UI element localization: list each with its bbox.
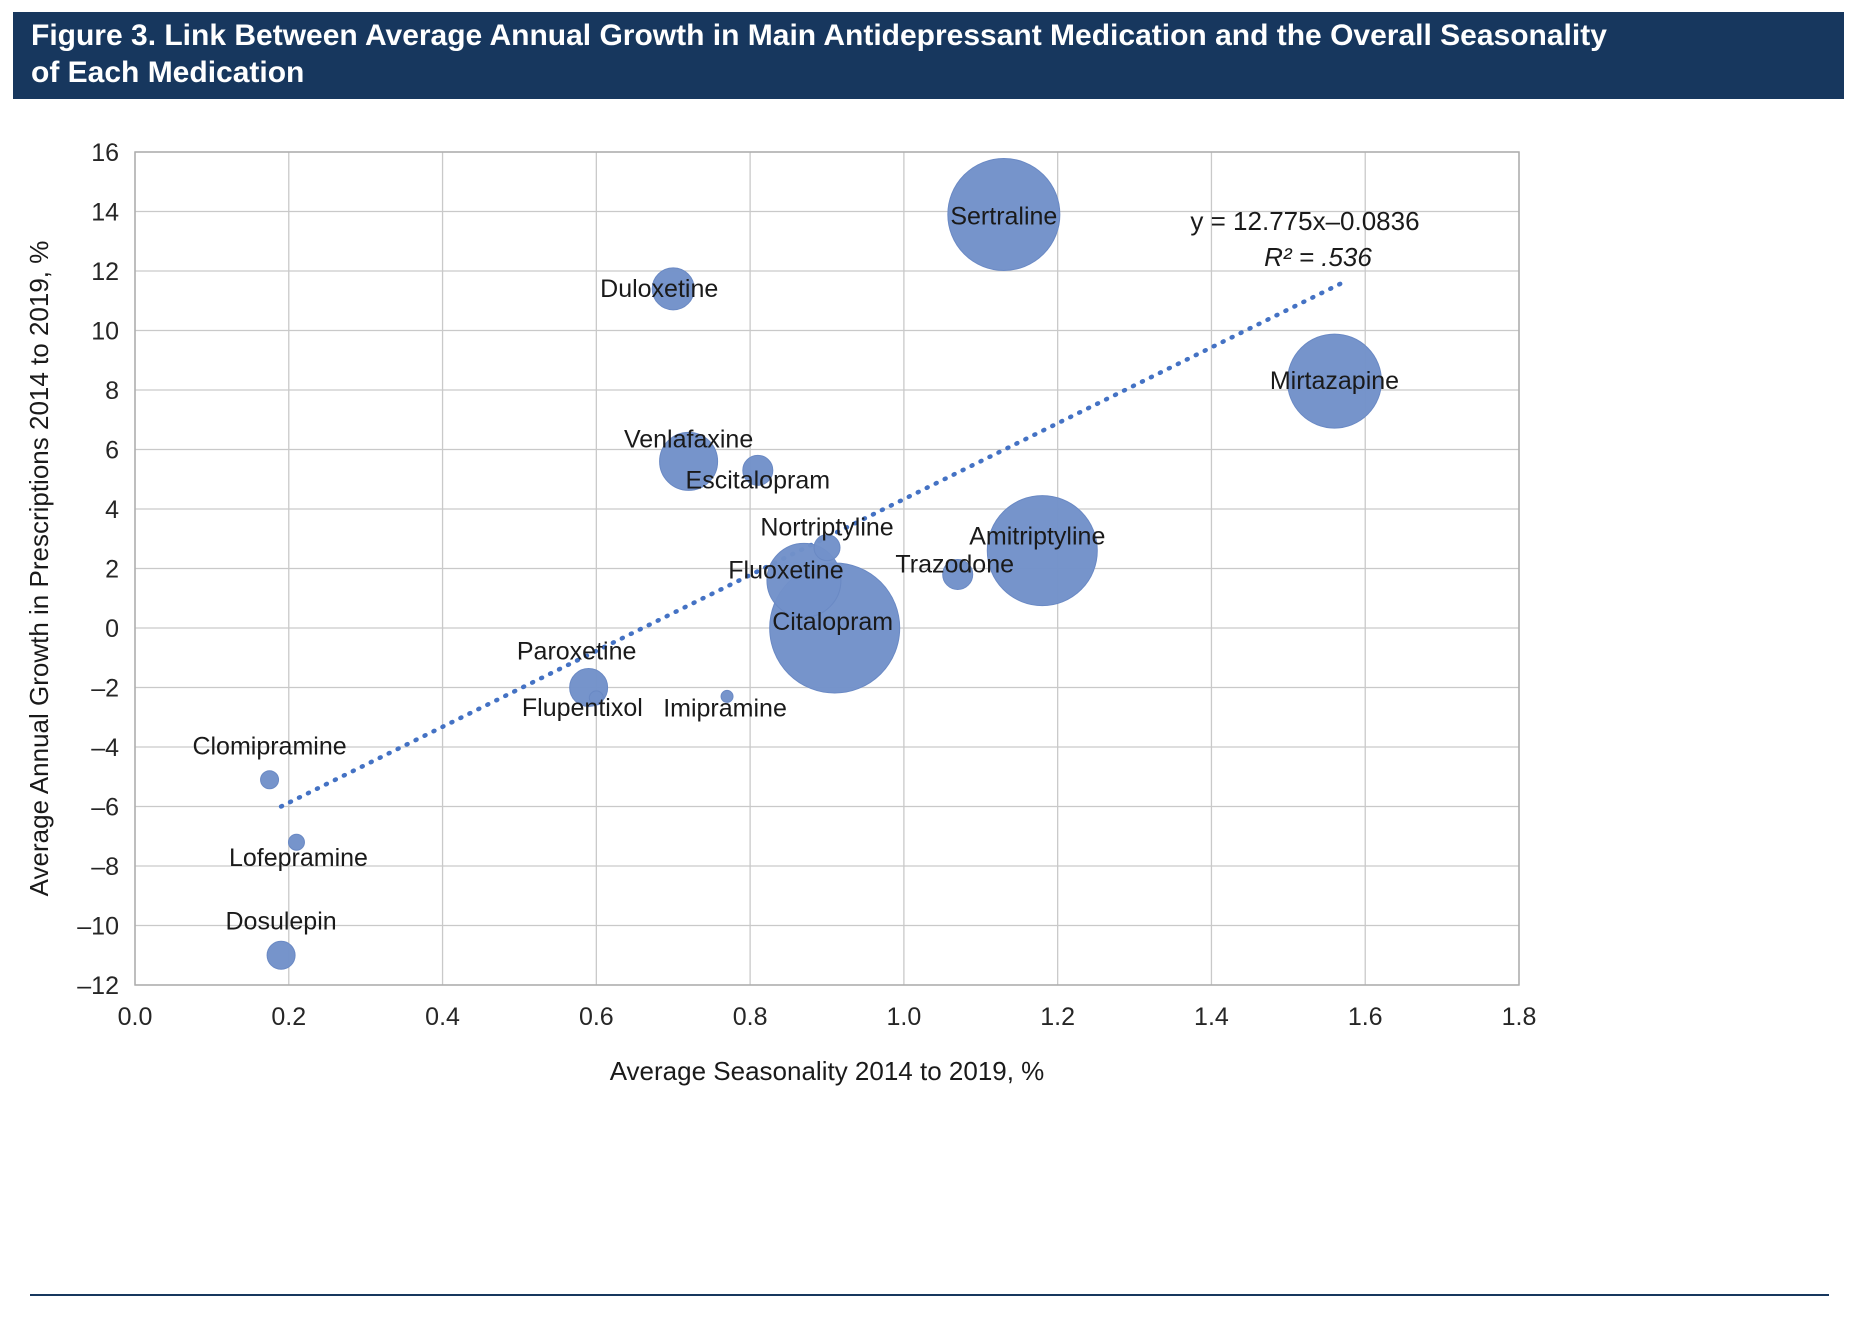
figure-title-band: Figure 3. Link Between Average Annual Gr…: [13, 12, 1844, 99]
bubble-lofepramine: [287, 833, 305, 851]
bubble-trazodone: [942, 558, 974, 590]
point-label-nortriptyline: Nortriptyline: [760, 514, 893, 542]
y-tick-label: 0: [105, 615, 119, 643]
y-tick-label: –12: [77, 972, 119, 1000]
y-tick-label: 14: [91, 199, 119, 227]
bottom-divider: [30, 1294, 1829, 1296]
trendline-r2: R² = .536: [1264, 242, 1372, 272]
bubble-amitriptyline: [986, 495, 1098, 607]
point-label-flupentixol: Flupentixol: [522, 694, 643, 722]
x-tick-label: 1.8: [1502, 1003, 1537, 1031]
y-tick-label: 10: [91, 318, 119, 346]
point-label-imipramine: Imipramine: [663, 694, 787, 722]
x-tick-label: 1.6: [1348, 1003, 1383, 1031]
point-label-mirtazapine: Mirtazapine: [1270, 367, 1399, 395]
point-label-venlafaxine: Venlafaxine: [624, 425, 753, 453]
bubble-nortriptyline: [813, 534, 841, 562]
bubble-duloxetine: [651, 267, 695, 311]
y-tick-label: 6: [105, 437, 119, 465]
bubble-escitalopram: [742, 454, 774, 486]
x-tick-label: 0.0: [118, 1003, 153, 1031]
x-tick-label: 0.2: [271, 1003, 306, 1031]
y-axis-title: Average Annual Growth in Prescriptions 2…: [24, 241, 54, 897]
x-tick-label: 0.6: [579, 1003, 614, 1031]
point-label-amitriptyline: Amitriptyline: [969, 523, 1105, 551]
y-tick-label: 2: [105, 556, 119, 584]
y-tick-label: –4: [91, 734, 119, 762]
y-tick-label: 16: [91, 139, 119, 167]
figure-title-line2: of Each Medication: [31, 56, 305, 89]
point-label-lofepramine: Lofepramine: [229, 844, 368, 872]
point-label-trazodone: Trazodone: [895, 550, 1014, 578]
y-tick-label: –8: [91, 853, 119, 881]
x-tick-label: 0.8: [733, 1003, 768, 1031]
plot-border: [134, 151, 1520, 986]
point-label-fluoxetine: Fluoxetine: [728, 556, 843, 584]
axis-ticks: 0.0 0.2 0.4 0.6 0.8 1.0 1.2 1.4 1.6 1.8 16 14 12 10 8 6…: [77, 139, 1536, 1031]
bubbles: [260, 157, 1382, 970]
bubble-flupentixol: [588, 690, 604, 706]
y-tick-label: –6: [91, 794, 119, 822]
bubble-fluoxetine: [766, 542, 842, 618]
x-tick-label: 1.2: [1040, 1003, 1075, 1031]
y-tick-label: 4: [105, 496, 119, 524]
point-label-duloxetine: Duloxetine: [600, 275, 718, 303]
point-label-sertraline: Sertraline: [950, 202, 1057, 230]
x-axis-title: Average Seasonality 2014 to 2019, %: [610, 1056, 1045, 1086]
y-tick-label: 8: [105, 377, 119, 405]
point-label-paroxetine: Paroxetine: [517, 638, 637, 666]
y-tick-label: –2: [91, 675, 119, 703]
bubble-clomipramine: [260, 770, 280, 790]
trendline-equation: y = 12.775x–0.0836: [1190, 206, 1419, 236]
bubble-venlafaxine: [659, 431, 719, 491]
x-tick-label: 1.0: [887, 1003, 922, 1031]
figure-title-line1: Figure 3. Link Between Average Annual Gr…: [31, 19, 1607, 52]
point-labels: Sertraline Mirtazapine Duloxetine Venlafaxi…: [192, 202, 1399, 935]
x-tick-label: 0.4: [425, 1003, 460, 1031]
point-label-citalopram: Citalopram: [772, 608, 893, 636]
y-tick-label: –10: [77, 913, 119, 941]
bubble-mirtazapine: [1286, 333, 1382, 429]
bubble-sertraline: [947, 157, 1061, 271]
point-label-dosulepin: Dosulepin: [225, 907, 336, 935]
x-tick-label: 1.4: [1194, 1003, 1229, 1031]
point-label-clomipramine: Clomipramine: [192, 733, 346, 761]
y-tick-label: 12: [91, 258, 119, 286]
bubble-dosulepin: [266, 940, 296, 970]
point-label-escitalopram: Escitalopram: [686, 466, 831, 494]
bubble-imipramine: [720, 689, 734, 703]
